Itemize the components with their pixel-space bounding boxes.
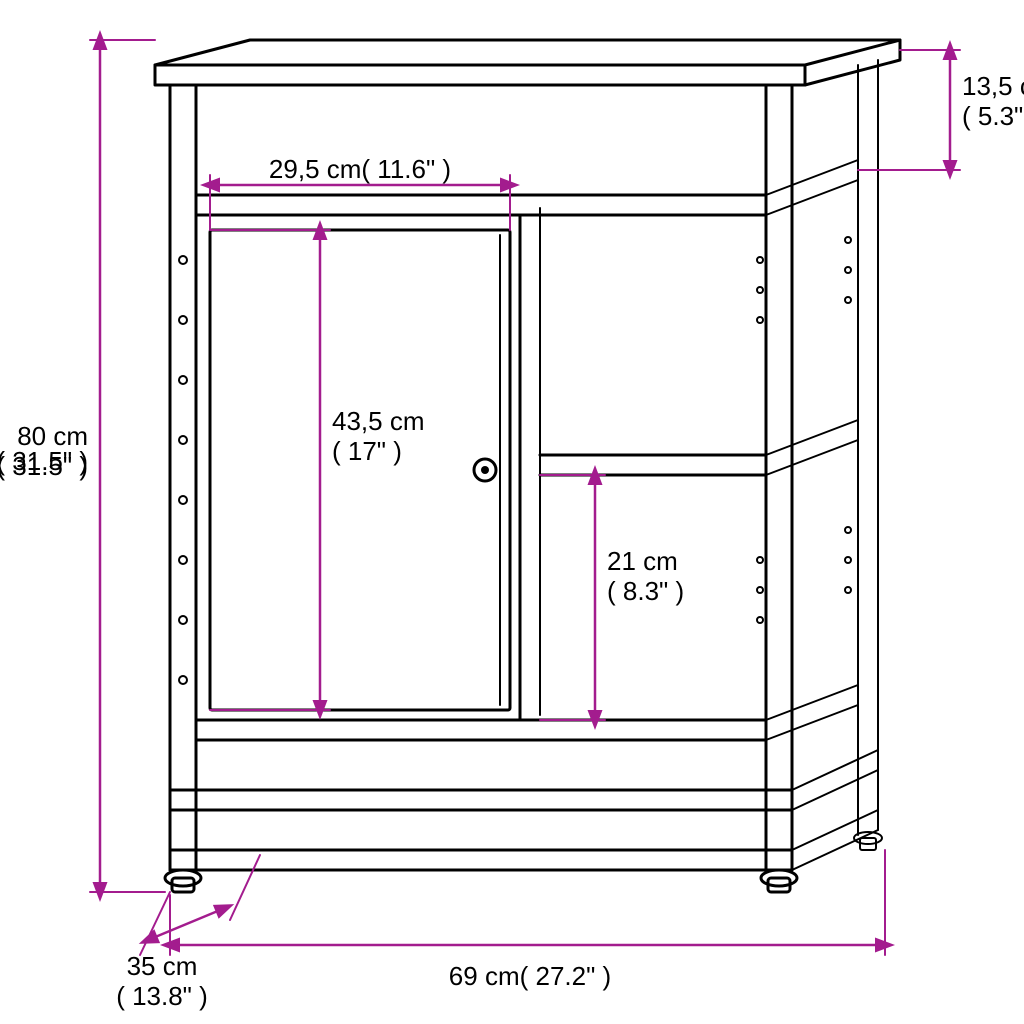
cabinet-outline — [155, 40, 900, 892]
svg-text:13,5 cm( 5.3" ): 13,5 cm( 5.3" ) — [962, 71, 1024, 131]
svg-text:43,5 cm( 17" ): 43,5 cm( 17" ) — [332, 406, 425, 466]
dimension-lines — [90, 40, 960, 955]
dimension-drawing: 80 cm( 31.5" ) 80 cm( 31.5" ) 35 cm( 13.… — [0, 0, 1024, 1024]
label-doorwidth: 29,5 cm( 11.6" ) — [269, 154, 451, 184]
svg-text:35 cm( 13.8" ): 35 cm( 13.8" ) — [116, 951, 208, 1011]
svg-text:21 cm( 8.3" ): 21 cm( 8.3" ) — [607, 546, 684, 606]
svg-text:80 cm( 31.5" ): 80 cm( 31.5" ) — [0, 421, 88, 481]
label-width: 69 cm( 27.2" ) — [449, 961, 611, 991]
